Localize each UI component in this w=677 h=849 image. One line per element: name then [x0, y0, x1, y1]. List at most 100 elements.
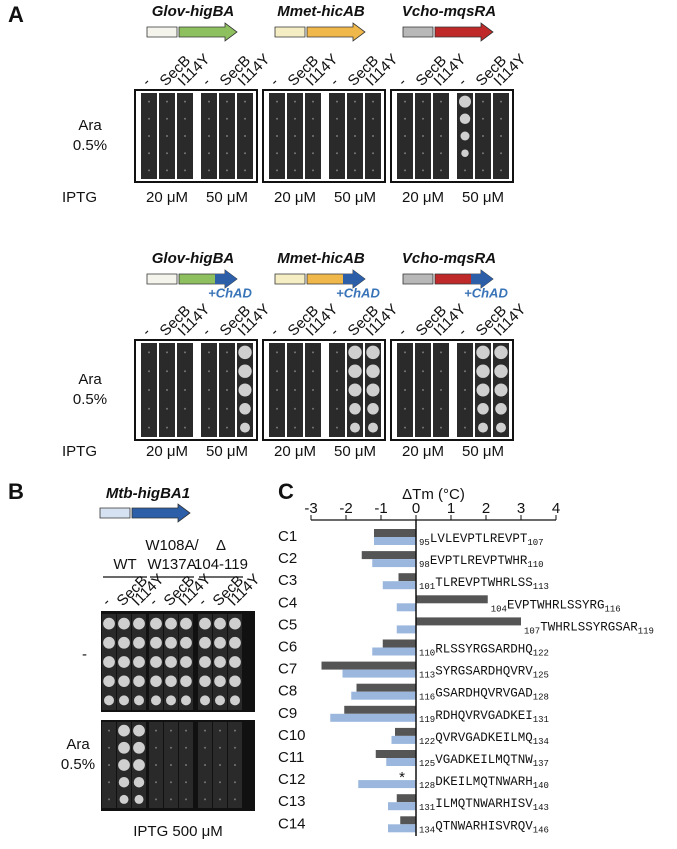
colony: [103, 656, 115, 668]
colony: [185, 764, 187, 766]
colony: [185, 781, 187, 784]
colony: [366, 364, 380, 378]
colony: [476, 345, 490, 360]
colony: [166, 351, 168, 354]
colony: [133, 776, 145, 788]
category-label: C6: [278, 638, 297, 655]
colony: [226, 152, 228, 155]
colony: [312, 351, 314, 354]
colony: [165, 636, 177, 649]
colony: [372, 152, 374, 155]
colony: [118, 656, 130, 668]
peptide-sequence: RDHQVRVGADKEI: [435, 709, 533, 723]
colony: [336, 117, 338, 120]
colony: [208, 389, 210, 391]
colony: [204, 781, 206, 784]
colony: [229, 675, 241, 687]
colony: [208, 100, 210, 103]
fusion-label: +ChAD: [208, 285, 252, 300]
colony: [219, 798, 221, 801]
colony: [184, 117, 186, 120]
colony: [276, 389, 278, 391]
bar: [396, 603, 416, 612]
iptg-level: 50 μM: [462, 443, 504, 460]
bar: [416, 595, 488, 604]
colony: [494, 383, 508, 397]
colony: [151, 695, 161, 706]
peptide-start: 125: [419, 759, 435, 769]
peptide-sequence: EVPTLREVPTWHR: [430, 554, 528, 568]
colony: [150, 617, 162, 630]
colony: [166, 152, 168, 155]
peptide-sequence: QTNWARHISVRQV: [435, 820, 533, 834]
colony: [496, 422, 506, 433]
bar: [382, 581, 416, 590]
group-label: Δ: [216, 537, 226, 554]
colony: [219, 781, 221, 784]
colony: [118, 724, 130, 737]
colony: [404, 169, 406, 172]
colony: [461, 149, 469, 157]
colony: [148, 152, 150, 155]
group-label: W108A/: [145, 537, 199, 554]
bar: [358, 780, 416, 789]
peptide-label: 131ILMQTNWARHISV143: [419, 797, 549, 813]
colony: [312, 426, 314, 429]
iptg-level: 20 μM: [402, 189, 444, 206]
colony: [336, 100, 338, 103]
peptide-end: 140: [533, 781, 549, 791]
panel-label: C: [278, 479, 294, 504]
colony: [180, 636, 192, 649]
bar: [416, 617, 521, 626]
peptide-end: 122: [533, 649, 549, 659]
peptide-label: 128DKEILMQTNWARH140: [419, 775, 549, 791]
colony: [294, 351, 296, 354]
column-label: -: [327, 74, 343, 90]
gene-arrow: [402, 273, 434, 285]
colony: [482, 117, 484, 120]
peptide-sequence: RLSSYRGSARDHQ: [435, 643, 533, 657]
gene-arrow: [274, 273, 306, 285]
colony: [148, 169, 150, 172]
colony: [354, 169, 356, 172]
bar: [330, 713, 416, 722]
bar: [351, 691, 416, 700]
colony: [312, 100, 314, 103]
colony: [155, 781, 157, 784]
colony: [244, 117, 246, 120]
bar: [372, 647, 416, 656]
group-label: W137A: [147, 556, 196, 573]
gene-arrow: [146, 26, 178, 38]
peptide-end: 107: [527, 538, 543, 548]
iptg-level: 50 μM: [334, 189, 376, 206]
peptide-label: 119RDHQVRVGADKEI131: [419, 709, 549, 725]
category-label: C5: [278, 616, 297, 633]
colony: [134, 794, 144, 804]
colony: [148, 351, 150, 354]
row-label: -: [82, 646, 87, 663]
colony: [276, 351, 278, 354]
peptide-sequence: DKEILMQTNWARH: [435, 775, 533, 789]
group-label: WT: [113, 556, 136, 573]
colony: [219, 764, 221, 766]
colony: [118, 741, 130, 754]
colony: [166, 117, 168, 120]
x-tick-label: 1: [447, 500, 455, 517]
gene-name: Mtb-higBA1: [106, 485, 190, 502]
colony: [372, 135, 374, 137]
colony: [404, 351, 406, 354]
colony: [118, 636, 130, 649]
colony: [476, 364, 490, 378]
colony: [422, 152, 424, 155]
plate-gap: [100, 712, 256, 720]
colony: [336, 389, 338, 391]
colony: [226, 135, 228, 137]
colony: [180, 675, 192, 687]
colony: [276, 370, 278, 373]
group-label: 104-119: [194, 556, 248, 573]
iptg-level: 20 μM: [274, 189, 316, 206]
colony: [155, 746, 157, 749]
colony: [119, 794, 129, 804]
colony: [148, 389, 150, 391]
peptide-start: 116: [419, 693, 435, 703]
